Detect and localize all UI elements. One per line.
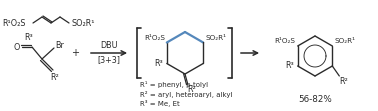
Text: SO₂R¹: SO₂R¹ xyxy=(71,19,94,28)
Text: R² = aryl, heteroaryl, alkyl: R² = aryl, heteroaryl, alkyl xyxy=(140,90,232,97)
Text: R²: R² xyxy=(51,72,59,81)
Text: DBU: DBU xyxy=(100,42,118,51)
Text: +: + xyxy=(71,48,79,58)
Text: SO₂R¹: SO₂R¹ xyxy=(334,38,355,44)
Text: R¹ = phenyl, p-tolyl: R¹ = phenyl, p-tolyl xyxy=(140,81,208,88)
Text: SO₂R¹: SO₂R¹ xyxy=(205,35,226,41)
Text: R¹O₂S: R¹O₂S xyxy=(144,35,165,41)
Text: R¹O₂S: R¹O₂S xyxy=(275,38,296,44)
Text: R³: R³ xyxy=(25,34,33,43)
Text: R³ = Me, Et: R³ = Me, Et xyxy=(140,99,180,106)
Text: [3+3]: [3+3] xyxy=(98,56,121,64)
Text: Br: Br xyxy=(56,42,64,51)
Text: R¹O₂S: R¹O₂S xyxy=(2,19,25,28)
Text: R²: R² xyxy=(339,77,348,86)
Text: O: O xyxy=(14,43,20,52)
Text: 56-82%: 56-82% xyxy=(298,94,332,103)
Text: R²: R² xyxy=(187,84,197,93)
Text: R³: R³ xyxy=(154,59,163,68)
Text: R³: R³ xyxy=(285,61,294,70)
